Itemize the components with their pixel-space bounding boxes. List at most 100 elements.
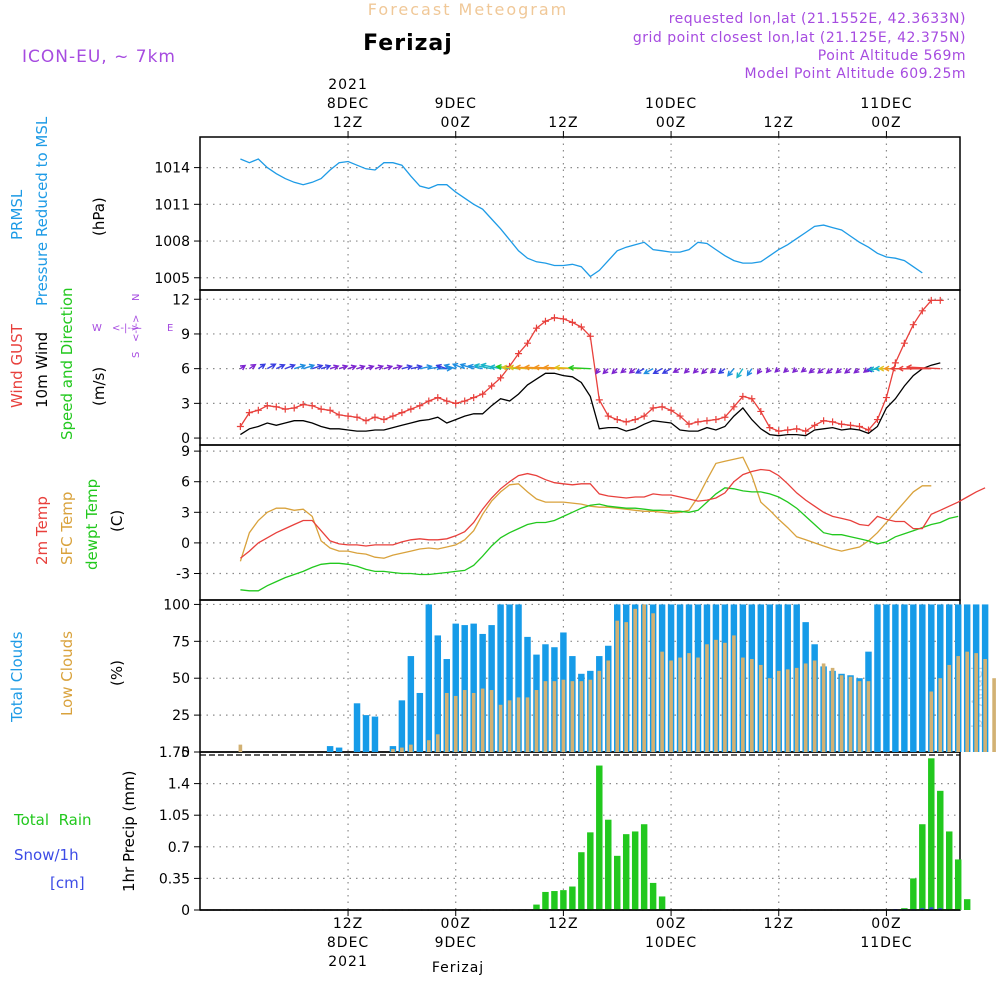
y-tick-label: 0 [181, 536, 190, 552]
bar-total-clouds [515, 604, 522, 752]
bar-rain [542, 891, 549, 910]
label-2m-temp: 2m Temp [33, 496, 51, 565]
y-tick-label: 1.75 [159, 745, 190, 761]
gust-marker [568, 318, 576, 326]
gust-marker [326, 406, 334, 414]
label-wind-gust: Wind GUST [8, 323, 26, 408]
bar-rain [614, 855, 621, 910]
gust-marker [452, 399, 460, 407]
gust-marker [317, 405, 325, 413]
bar-low-clouds [453, 695, 458, 752]
gust-marker [425, 397, 433, 405]
gust-marker [873, 416, 881, 424]
temperature-labels: 2m Temp SFC Temp dewpt Temp (C) [33, 479, 126, 570]
time-label-top: 00Z [871, 115, 901, 131]
bar-low-clouds [956, 656, 961, 752]
bar-low-clouds [435, 734, 440, 752]
bar-total-clouds [407, 656, 415, 752]
bar-low-clouds [588, 679, 593, 752]
bar-rain [569, 886, 576, 910]
wind-direction-arrow [302, 363, 316, 370]
label-1hr-precip: 1hr Precip (mm) [120, 771, 138, 892]
gust-marker [290, 404, 298, 412]
label-c: (C) [108, 510, 126, 532]
wind-direction-arrow [338, 364, 349, 371]
gust-marker [524, 339, 532, 347]
bar-low-clouds [489, 690, 494, 752]
label-snow: Snow/1h [14, 846, 79, 864]
y-tick-label: 1014 [154, 161, 190, 177]
bar-low-clouds [507, 700, 512, 752]
bar-rain [551, 891, 558, 910]
time-label-top: 00Z [656, 115, 686, 131]
wind-direction-arrow [905, 364, 941, 371]
gust-marker [864, 426, 872, 434]
bar-total-clouds [353, 703, 361, 752]
compass-n: N [131, 294, 142, 301]
gust-marker [793, 425, 801, 433]
gust-marker [784, 426, 792, 434]
bar-low-clouds [516, 697, 521, 752]
time-label-top: 8DEC [327, 96, 369, 112]
wind-direction-arrow [451, 362, 465, 370]
bar-total-clouds [362, 715, 370, 752]
bar-total-clouds [488, 625, 495, 752]
wind-direction-arrow [347, 364, 358, 371]
wind-direction-arrow [356, 364, 366, 371]
bar-rain [578, 852, 585, 910]
time-label-top: 2021 [328, 77, 368, 93]
time-label-bottom: 12Z [764, 916, 794, 932]
y-tick-label: 9 [181, 327, 190, 343]
gust-marker [927, 296, 935, 304]
y-tick-label: 0 [181, 745, 190, 761]
bar-low-clouds [750, 659, 754, 752]
wind-direction-arrow [783, 367, 790, 374]
wind-direction-arrow [383, 364, 394, 371]
y-tick-label: 1008 [154, 234, 190, 250]
plot-area: 1005100810111014036912-30369025507510000… [154, 77, 996, 970]
bar-low-clouds [579, 681, 584, 752]
station-name: Ferizaj [363, 31, 453, 56]
bar-rain [946, 831, 953, 910]
y-tick-label: 1005 [154, 271, 190, 287]
wind-direction-arrow [683, 367, 690, 374]
bar-low-clouds [624, 622, 629, 752]
bar-rain [928, 758, 935, 910]
wind-direction-arrow [672, 367, 681, 373]
gust-marker [712, 416, 720, 424]
bar-rain [605, 819, 612, 910]
label-percent: (%) [108, 660, 126, 686]
bar-low-clouds [570, 681, 575, 752]
wind-direction-arrow [844, 368, 851, 374]
series-2m-temp [239, 468, 986, 559]
time-label-top: 12Z [764, 115, 794, 131]
bar-total-clouds [506, 604, 513, 752]
bar-total-clouds [326, 746, 334, 752]
y-tick-label: 6 [181, 475, 190, 491]
wind-direction-arrow [800, 366, 807, 373]
bar-low-clouds [462, 690, 467, 752]
bar-low-clouds [597, 670, 602, 752]
gust-marker [371, 413, 379, 421]
gust-marker [335, 411, 343, 419]
gust-marker [775, 427, 783, 435]
bar-low-clouds [839, 675, 844, 752]
y-tick-label: 0.7 [168, 840, 190, 856]
bar-rain [919, 824, 926, 910]
bar-rain [963, 899, 971, 910]
gust-marker [577, 323, 585, 331]
time-label-bottom: 8DEC [327, 935, 369, 951]
wind-direction-arrow [643, 368, 654, 375]
compass-ns-arrow: <-|-> [131, 315, 142, 342]
bar-low-clouds [741, 657, 745, 752]
gust-marker [613, 416, 621, 424]
compass-ew-arrow: <-|-> [112, 323, 139, 334]
bar-total-clouds [901, 604, 908, 752]
gust-marker [541, 317, 549, 325]
compass-s: S [131, 352, 142, 358]
wind-direction-arrow [853, 367, 860, 374]
wind-direction-arrow [611, 368, 618, 375]
gust-marker [254, 406, 262, 414]
bar-low-clouds [947, 664, 952, 752]
label-sfc-temp: SFC Temp [58, 492, 76, 565]
